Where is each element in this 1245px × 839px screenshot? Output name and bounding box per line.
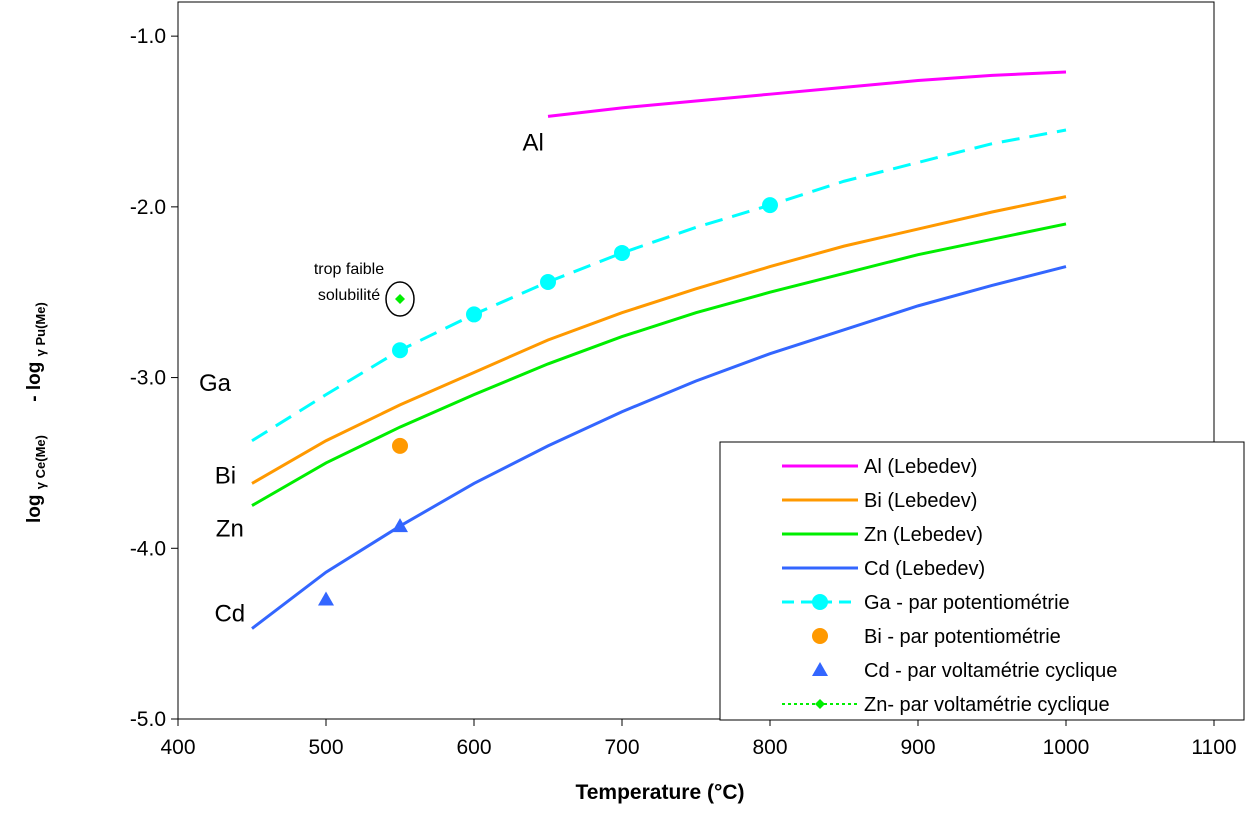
ga-par-potentiometrie-point: [614, 244, 630, 261]
legend-label: Cd - par voltamétrie cyclique: [864, 660, 1117, 682]
y-tick-label: -5.0: [130, 708, 166, 731]
x-tick-label: 700: [604, 736, 639, 759]
legend-item-cd-lebedev: Cd (Lebedev): [782, 558, 985, 580]
annotation-circle: [385, 281, 415, 317]
bi-par-potentiometrie-point: [392, 437, 408, 454]
legend-label: Zn (Lebedev): [864, 524, 983, 546]
ga-par-potentiometrie-line: [251, 128, 1067, 443]
cd-par-voltametrie-cyclique-point: [392, 518, 408, 533]
legend-swatch-marker: [812, 594, 828, 610]
x-tick-label: 600: [456, 736, 491, 759]
legend-label: Bi - par potentiométrie: [864, 626, 1061, 648]
zn-lebedev-line: [251, 222, 1067, 507]
legend-label: Ga - par potentiométrie: [864, 592, 1070, 614]
x-tick-label: 400: [160, 736, 195, 759]
x-axis-title: Temperature (°C): [575, 781, 744, 804]
y-axis-title-sub1: γ Ce(Me): [33, 435, 48, 489]
ga-par-potentiometrie-point: [762, 197, 778, 214]
legend-item-ga-par-potentiometrie: Ga - par potentiométrie: [782, 592, 1070, 614]
legend-label: Al (Lebedev): [864, 456, 977, 478]
ga-par-potentiometrie-point: [466, 306, 482, 323]
x-tick-label: 500: [308, 736, 343, 759]
y-axis-title: log γ Ce(Me) - log γ Pu(Me): [24, 302, 50, 523]
annotation-text: trop faible: [314, 261, 384, 278]
legend-item-zn-par-voltametrie-cyclique: Zn- par voltamétrie cyclique: [782, 694, 1110, 716]
x-tick-label: 1100: [1191, 736, 1236, 759]
bi-lebedev-line: [251, 195, 1067, 485]
ga-par-potentiometrie-point: [540, 273, 556, 290]
legend: Al (Lebedev) Bi (Lebedev) Zn (Lebedev) Cd (…: [719, 441, 1245, 721]
series-label-zn: Zn: [216, 515, 244, 542]
ga-par-potentiometrie-point: [392, 342, 408, 359]
y-tick-label: -4.0: [130, 537, 166, 560]
x-tick-label: 800: [752, 736, 787, 759]
series-label-al: Al: [523, 130, 544, 157]
legend-label: Zn- par voltamétrie cyclique: [864, 694, 1110, 716]
legend-label: Cd (Lebedev): [864, 558, 985, 580]
legend-swatch-marker: [812, 662, 828, 676]
series-label-ga: Ga: [199, 370, 232, 397]
al-lebedev-line: [547, 70, 1067, 118]
zn-par-voltametrie-cyclique-point: [395, 294, 405, 305]
legend-item-cd-par-voltametrie-cyclique: Cd - par voltamétrie cyclique: [812, 660, 1117, 682]
legend-swatch-marker: [815, 699, 825, 709]
legend-item-bi-lebedev: Bi (Lebedev): [782, 490, 977, 512]
legend-item-al-lebedev: Al (Lebedev): [782, 456, 977, 478]
svg-text:log γ Ce(Me) -: log γ Ce(Me) - log γ Pu(Me): [24, 302, 50, 523]
legend-label: Bi (Lebedev): [864, 490, 977, 512]
annotation-text: solubilité: [318, 287, 380, 304]
legend-swatch-marker: [812, 628, 828, 644]
y-tick-label: -1.0: [130, 25, 166, 48]
legend-box: [719, 441, 1245, 721]
x-tick-label: 900: [900, 736, 935, 759]
series-label-cd: Cd: [214, 601, 245, 628]
y-tick-label: -3.0: [130, 367, 166, 390]
legend-item-zn-lebedev: Zn (Lebedev): [782, 524, 983, 546]
cd-par-voltametrie-cyclique-point: [318, 591, 334, 606]
y-axis-title-log2: - log: [24, 362, 45, 402]
y-axis-title-log1: log: [24, 495, 45, 524]
legend-item-bi-par-potentiometrie: Bi - par potentiométrie: [812, 626, 1061, 648]
y-axis-title-sub2: γ Pu(Me): [33, 302, 48, 356]
cd-lebedev-line: [251, 265, 1067, 630]
series-label-bi: Bi: [215, 462, 236, 489]
x-tick-label: 1000: [1043, 736, 1090, 759]
y-tick-label: -2.0: [130, 196, 166, 219]
